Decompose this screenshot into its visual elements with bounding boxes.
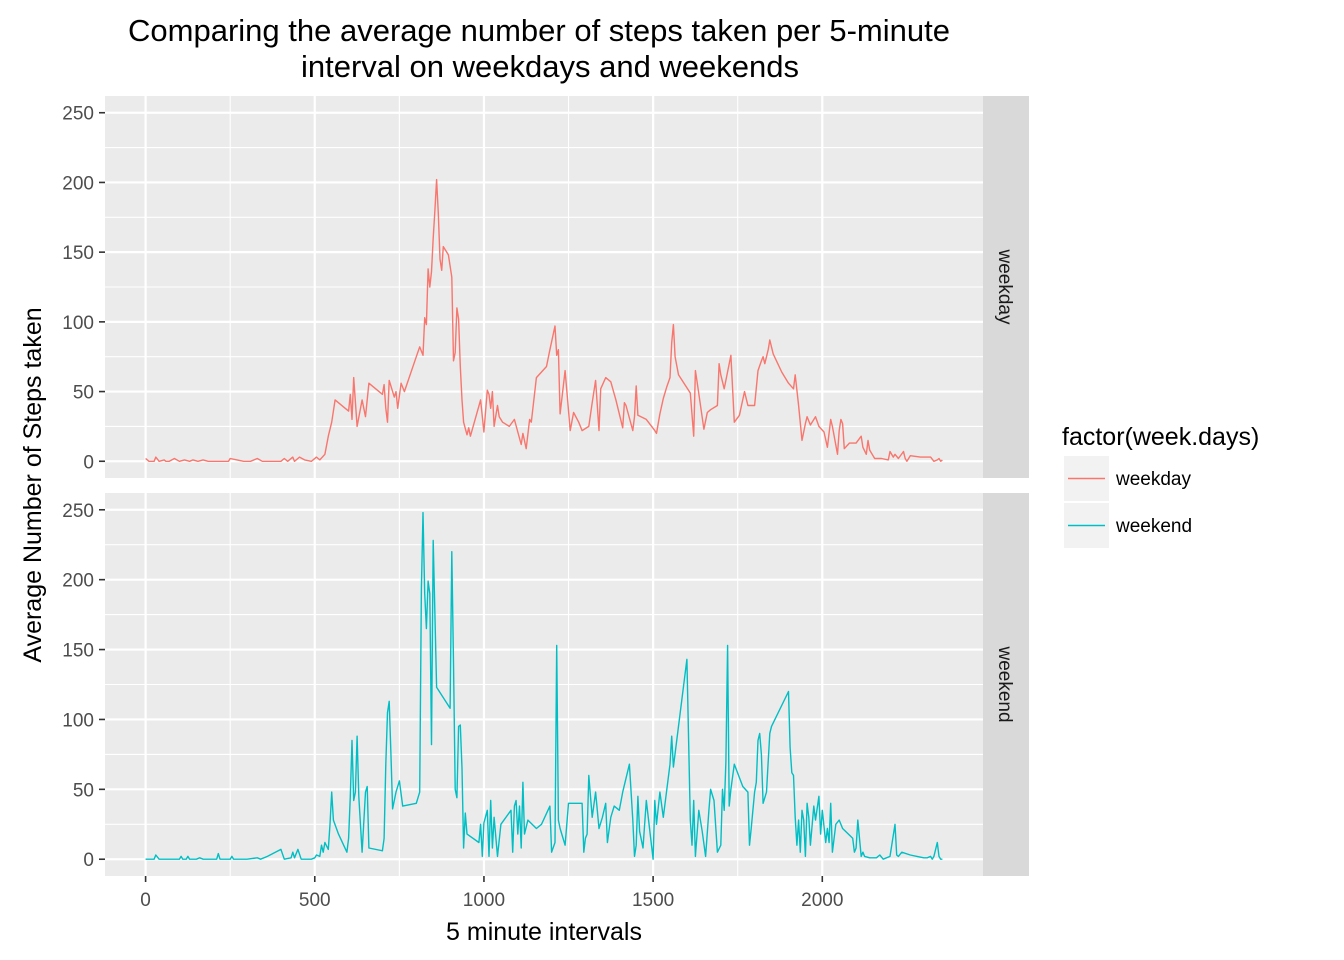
y-tick-label: 0: [83, 452, 94, 473]
y-axis-title: Average Number of Steps taken: [19, 307, 47, 662]
facet-panel-weekend: 0 50 100 150 200 250 weekend: [62, 493, 1029, 876]
y-tick-label: 100: [62, 710, 94, 731]
chart-title: Comparing the average number of steps ta…: [128, 13, 950, 84]
facet-strip-weekend: [983, 493, 1029, 876]
y-tick-label: 250: [62, 501, 94, 522]
legend-items: weekday weekend: [1064, 456, 1192, 548]
x-tick-label: 2000: [801, 890, 843, 911]
y-tick-label: 200: [62, 173, 94, 194]
y-tick-label: 150: [62, 641, 94, 662]
facet-panel-weekday: 0 50 100 150 200 250 weekday: [62, 96, 1029, 478]
chart-title-line-1: Comparing the average number of steps ta…: [128, 13, 950, 48]
legend-item-weekend: weekend: [1064, 503, 1192, 548]
legend-label: weekday: [1115, 469, 1191, 490]
series-line-weekend: [145, 511, 943, 860]
x-axis-title: 5 minute intervals: [446, 918, 642, 946]
y-tick-label: 100: [62, 313, 94, 334]
facet-strip-label: weekend: [994, 645, 1015, 722]
x-tick-label: 1500: [632, 890, 674, 911]
chart-title-line-2: interval on weekdays and weekends: [301, 49, 799, 84]
facet-panels: 0 50 100 150 200 250 weekday 0 50 100 150 200 250 wee…: [62, 96, 1029, 876]
legend-title: factor(week.days): [1062, 423, 1259, 451]
series-line-weekday: [145, 178, 943, 462]
x-tick-label: 1000: [463, 890, 505, 911]
y-tick-label: 150: [62, 243, 94, 264]
x-axis: 0 500 1000 1500 2000: [140, 876, 843, 911]
y-tick-label: 250: [62, 104, 94, 125]
legend-item-weekday: weekday: [1064, 456, 1191, 501]
x-tick-label: 500: [299, 890, 331, 911]
legend-label: weekend: [1115, 516, 1192, 537]
x-tick-label: 0: [140, 890, 151, 911]
y-tick-label: 50: [73, 780, 94, 801]
y-tick-label: 200: [62, 571, 94, 592]
facet-strip-label: weekday: [994, 249, 1015, 325]
facet-strip-weekday: [983, 96, 1029, 478]
legend: factor(week.days) weekday weekend: [1062, 423, 1259, 548]
y-tick-label: 50: [73, 383, 94, 404]
y-tick-label: 0: [83, 850, 94, 871]
